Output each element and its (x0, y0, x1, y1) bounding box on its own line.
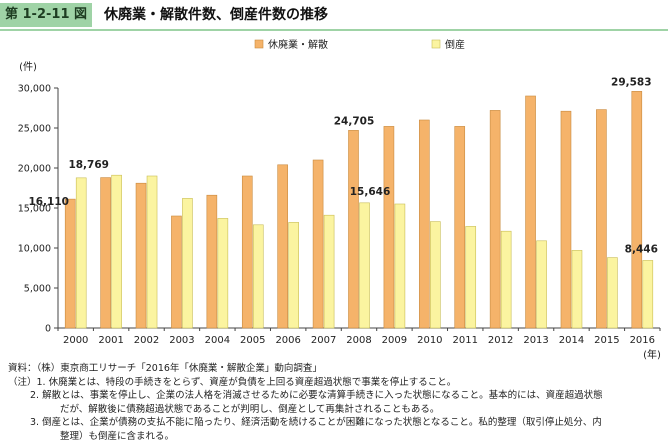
bar-s1-2011 (466, 226, 476, 328)
x-tick-label-2016: 2016 (630, 335, 655, 346)
source-note: 資料：（株）東京商工リサーチ「2016年「休廃業・解散企業」動向調査」 (8, 362, 664, 376)
y-tick-label-0: 0 (45, 324, 51, 335)
x-tick-label-2010: 2010 (417, 335, 442, 346)
x-tick-label-2003: 2003 (169, 335, 194, 346)
y-tick-label-2: 10,000 (18, 244, 51, 255)
bar-s1-2010 (430, 222, 440, 328)
bar-s0-2016 (632, 91, 642, 328)
bar-s0-2006 (278, 165, 288, 328)
bar-chart: 休廃業・解散倒産05,00010,00015,00020,00025,00030… (0, 34, 668, 360)
bar-s0-2011 (455, 126, 465, 328)
bar-s1-2000 (76, 178, 86, 328)
x-tick-label-2011: 2011 (453, 335, 478, 346)
data-label-s0-2000: 16,110 (28, 196, 69, 208)
bar-s0-2007 (313, 160, 323, 328)
bar-s1-2013 (537, 241, 547, 328)
x-tick-label-2006: 2006 (275, 335, 300, 346)
x-tick-label-2009: 2009 (382, 335, 407, 346)
x-tick-label-2013: 2013 (523, 335, 548, 346)
data-label-s0-2016: 29,583 (611, 76, 652, 88)
x-tick-label-2015: 2015 (594, 335, 619, 346)
figure-number-badge: 第 1-2-11 図 (0, 3, 92, 27)
data-label-s1-2016: 8,446 (625, 243, 658, 255)
x-tick-label-2004: 2004 (205, 335, 230, 346)
bar-s0-2004 (207, 195, 217, 328)
y-tick-label-4: 20,000 (18, 164, 51, 175)
y-axis-unit-label: (件) (19, 61, 37, 73)
x-tick-label-2012: 2012 (488, 335, 513, 346)
bar-s1-2016 (643, 260, 653, 328)
x-tick-label-2001: 2001 (98, 335, 123, 346)
bar-s0-2014 (561, 111, 571, 328)
x-tick-label-2007: 2007 (311, 335, 336, 346)
x-tick-label-2002: 2002 (134, 335, 159, 346)
bar-s1-2005 (253, 225, 263, 328)
bar-s1-2003 (182, 198, 192, 328)
note-2: 2. 解散とは、事業を停止し、企業の法人格を消滅させるために必要な清算手続きに入… (8, 389, 664, 403)
note-3-continued: 整理）も倒産に含まれる。 (8, 430, 664, 443)
header-rule (0, 29, 668, 31)
bar-s1-2014 (572, 250, 582, 328)
x-tick-label-2000: 2000 (63, 335, 88, 346)
bar-s1-2002 (147, 176, 157, 328)
legend-swatch-0 (255, 40, 263, 48)
bar-s0-2005 (242, 176, 252, 328)
bar-s0-2013 (526, 96, 536, 328)
note-2-continued: だが、解散後に債務超過状態であることが判明し、倒産として再集計されることもある。 (8, 403, 664, 417)
bar-s1-2008 (360, 203, 370, 328)
legend-label-1: 倒産 (445, 38, 465, 51)
figure-title: 休廃業・解散件数、倒産件数の推移 (104, 4, 328, 26)
note-3: 3. 倒産とは、企業が債務の支払不能に陥ったり、経済活動を続けることが困難になっ… (8, 416, 664, 430)
data-label-s1-2008: 15,646 (350, 186, 391, 198)
legend-swatch-1 (432, 40, 440, 48)
data-label-s1-2000: 18,769 (68, 159, 109, 171)
y-tick-label-5: 25,000 (18, 124, 51, 135)
bar-s1-2012 (501, 231, 511, 328)
bar-s0-2012 (490, 110, 500, 328)
figure-header: 第 1-2-11 図 休廃業・解散件数、倒産件数の推移 (0, 0, 668, 30)
x-tick-label-2005: 2005 (240, 335, 265, 346)
bar-s0-2009 (384, 126, 394, 328)
legend-label-0: 休廃業・解散 (268, 38, 328, 51)
bar-s0-2015 (596, 110, 606, 328)
bar-s1-2009 (395, 204, 405, 328)
y-tick-label-1: 5,000 (24, 284, 51, 295)
data-label-s0-2008: 24,705 (334, 115, 375, 127)
bar-s1-2004 (218, 218, 228, 328)
x-tick-label-2014: 2014 (559, 335, 584, 346)
bar-s1-2001 (112, 175, 122, 328)
x-tick-label-2008: 2008 (346, 335, 371, 346)
y-tick-label-6: 30,000 (18, 84, 51, 95)
bar-s1-2006 (289, 222, 299, 328)
note-1: （注）1. 休廃業とは、特段の手続きをとらず、資産が負債を上回る資産超過状態で事… (8, 376, 664, 390)
bar-s0-2000 (65, 199, 75, 328)
bar-s1-2015 (607, 258, 617, 328)
x-axis-unit-label: (年) (643, 348, 661, 360)
bar-s0-2002 (136, 183, 146, 328)
bar-s0-2001 (101, 178, 111, 328)
bar-s0-2010 (419, 120, 429, 328)
chart-notes: 資料：（株）東京商工リサーチ「2016年「休廃業・解散企業」動向調査」 （注）1… (8, 362, 664, 443)
bar-s0-2008 (349, 130, 359, 328)
bar-s1-2007 (324, 215, 334, 328)
bar-s0-2003 (171, 216, 181, 328)
